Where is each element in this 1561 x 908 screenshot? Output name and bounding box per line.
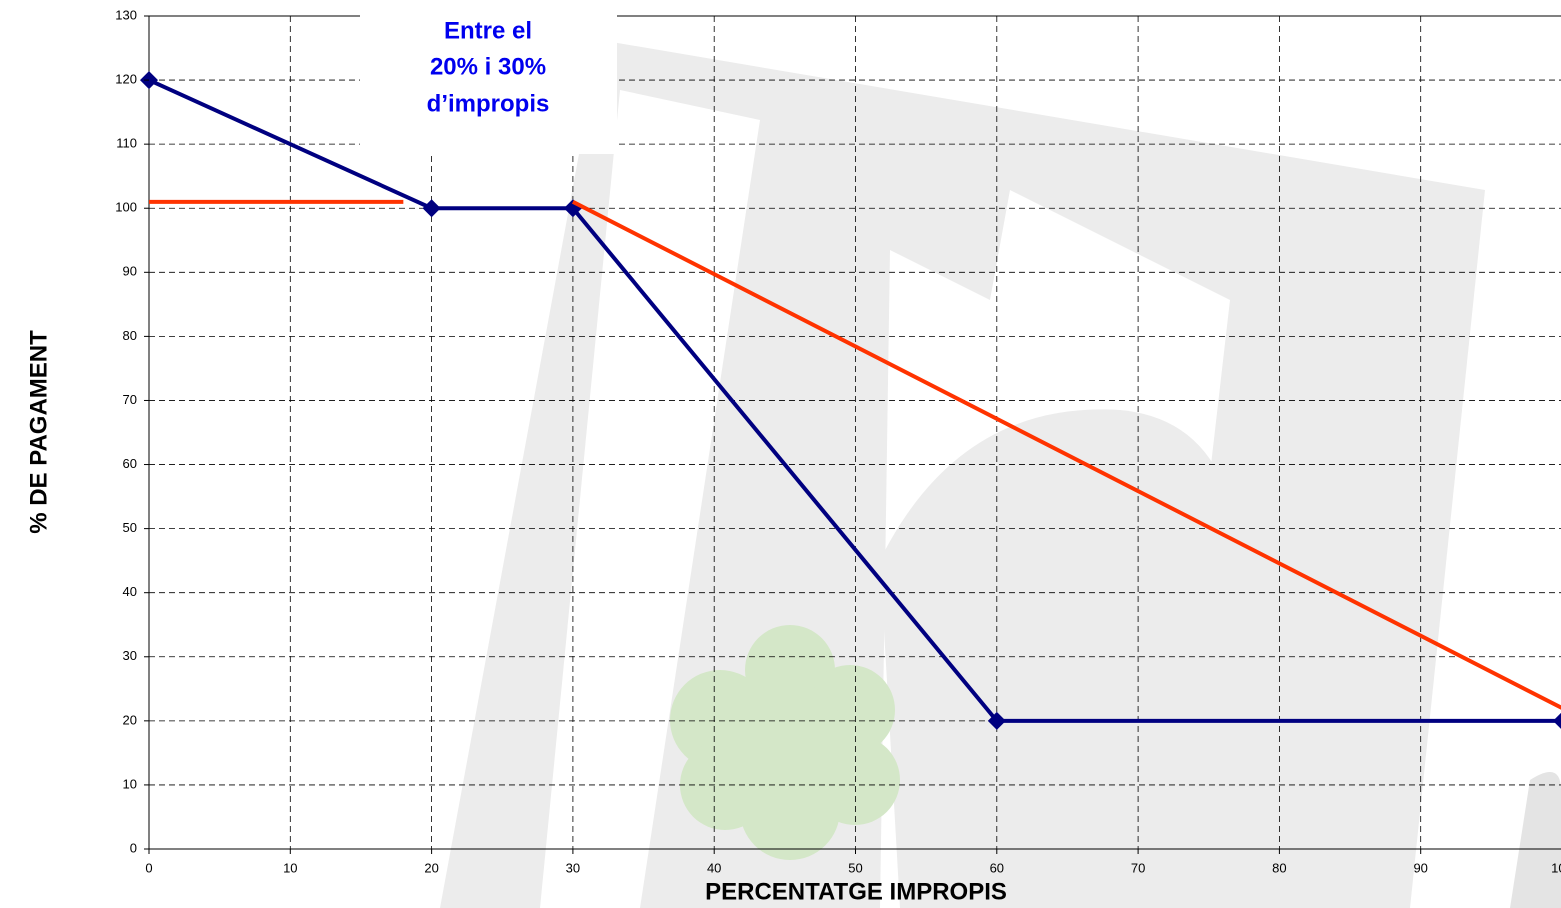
- annotation-line: d’impropis: [427, 90, 550, 117]
- y-tick-label: 90: [123, 264, 137, 279]
- point-marker: [422, 199, 441, 218]
- y-tick-label: 10: [123, 776, 137, 791]
- series-line: [149, 199, 1561, 710]
- y-tick-label: 100: [115, 200, 137, 215]
- annotation-box: [360, 4, 617, 154]
- annotation-line: Entre el: [444, 17, 532, 44]
- y-tick-label: 50: [123, 520, 137, 535]
- annotation-line: 20% i 30%: [430, 53, 546, 80]
- y-tick-label: 20: [123, 712, 137, 727]
- y-tick-label: 40: [123, 584, 137, 599]
- grid: [148, 15, 1561, 850]
- ticks: 0 10 20 30 40 50 60 70 80 90 100 110 120 130 0 10 20 30 40…: [115, 7, 1561, 875]
- y-tick-label: 60: [123, 456, 137, 471]
- y-tick-label: 0: [130, 840, 137, 855]
- y-tick-label: 110: [116, 136, 137, 151]
- x-tick-label: 60: [990, 860, 1004, 875]
- watermark: [440, 40, 1561, 908]
- x-tick-label: 70: [1131, 860, 1145, 875]
- x-tick-label: 20: [424, 860, 438, 875]
- y-tick-label: 80: [123, 328, 137, 343]
- x-tick-label: 40: [707, 860, 721, 875]
- x-axis-title: PERCENTATGE IMPROPIS: [705, 878, 1007, 905]
- x-tick-label: 10: [283, 860, 297, 875]
- y-tick-label: 30: [123, 648, 137, 663]
- x-tick-label: 0: [145, 860, 152, 875]
- plot: [140, 71, 1561, 730]
- x-tick-label: 50: [848, 860, 862, 875]
- y-tick-label: 120: [115, 72, 137, 87]
- x-tick-label: 90: [1413, 860, 1427, 875]
- y-axis-title: % DE PAGAMENT: [25, 330, 52, 534]
- x-tick-label: 30: [566, 860, 580, 875]
- x-tick-label: 100: [1551, 860, 1561, 875]
- y-tick-label: 130: [115, 7, 137, 22]
- point-marker: [1553, 712, 1561, 729]
- point-marker: [987, 711, 1006, 730]
- x-tick-label: 80: [1272, 860, 1286, 875]
- y-tick-label: 70: [123, 392, 137, 407]
